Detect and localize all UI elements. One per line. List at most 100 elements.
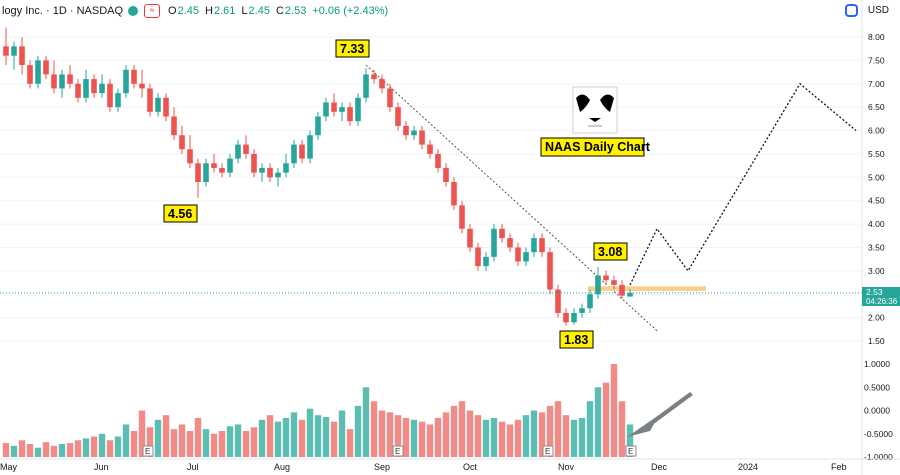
- price-tick-label: 4.50: [868, 196, 885, 206]
- candle-body: [11, 46, 17, 56]
- volume-bar: [154, 419, 162, 457]
- candle-body: [99, 83, 105, 94]
- waves-icon[interactable]: ≈: [144, 4, 161, 18]
- market-status-icon: [128, 6, 139, 16]
- candle-body: [107, 83, 113, 108]
- candle-body: [35, 60, 41, 84]
- volume-bar: [474, 415, 482, 457]
- candle-body: [131, 69, 137, 84]
- support-zone: [588, 286, 706, 291]
- candlesticks: [3, 27, 633, 326]
- volume-bar: [506, 424, 514, 457]
- volume-bars: [2, 364, 634, 457]
- price-tick-label: 5.50: [868, 149, 885, 159]
- candle-body: [203, 163, 209, 182]
- candle-body: [115, 93, 121, 108]
- volume-bar: [394, 415, 402, 457]
- price-tick-label: 7.50: [868, 55, 885, 65]
- candle-body: [355, 97, 361, 122]
- candle-body: [491, 228, 497, 257]
- volume-bar: [330, 421, 338, 457]
- volume-bar: [90, 436, 98, 457]
- volume-bar: [106, 440, 114, 457]
- time-axis[interactable]: May Jun Jul Aug Sep Oct Nov Dec 2024 Feb: [0, 458, 900, 472]
- candle-body: [363, 74, 369, 98]
- candle-body: [27, 65, 33, 84]
- candle-body: [179, 135, 185, 150]
- volume-bar: [266, 415, 274, 457]
- candle-body: [331, 102, 337, 112]
- volume-bar: [298, 419, 306, 457]
- candle-body: [563, 312, 569, 323]
- candle-body: [195, 163, 201, 182]
- volume-bar: [210, 433, 218, 457]
- low-label: L: [241, 5, 248, 17]
- volume-bar: [274, 421, 282, 457]
- earnings-marker-label: E: [628, 447, 633, 456]
- chart-title-text: NAAS Daily Chart: [545, 140, 651, 154]
- earnings-marker-box: [142, 445, 154, 457]
- volume-tick-label: -1.0000: [864, 452, 893, 462]
- volume-bar: [618, 401, 626, 457]
- volume-bar: [442, 412, 450, 457]
- price-axis[interactable]: 8.00 7.50 7.00 6.50 6.00 5.50 5.00 4.50 4.00 3.50…: [861, 0, 893, 475]
- callout-recent-high: 3.08: [593, 242, 628, 261]
- candle-body: [379, 79, 385, 89]
- volume-bar: [66, 443, 74, 457]
- candle-body: [515, 247, 521, 262]
- candle-body: [155, 97, 161, 112]
- volume-bar: [418, 421, 426, 457]
- volume-bar: [410, 419, 418, 457]
- price-tick-label: 3.00: [868, 266, 885, 276]
- volume-bar: [578, 417, 586, 457]
- price-tick-label: 7.00: [868, 79, 885, 89]
- candle-body: [187, 149, 193, 164]
- volume-tick-label: 0.5000: [864, 382, 890, 392]
- earnings-marker-label: E: [395, 447, 400, 456]
- symbol-title[interactable]: logy Inc. · 1D · NASDAQ: [2, 5, 124, 17]
- candle-body: [347, 107, 353, 122]
- time-tick-label: Jun: [94, 462, 109, 472]
- candle-body: [259, 167, 265, 173]
- candle-body: [91, 79, 97, 94]
- volume-bar: [194, 417, 202, 457]
- candle-body: [275, 172, 281, 178]
- volume-tick-label: 1.0000: [864, 359, 890, 369]
- volume-bar: [458, 401, 466, 457]
- currency-selector[interactable]: USD: [867, 5, 889, 16]
- settings-button[interactable]: [844, 4, 858, 17]
- callout-low-jul-text: 4.56: [168, 207, 192, 221]
- candle-body: [531, 238, 537, 253]
- time-tick-label: Feb: [831, 462, 847, 472]
- last-price-label: 2.53 04:26:36: [862, 287, 900, 306]
- candle-body: [387, 88, 393, 108]
- candle-body: [419, 130, 425, 145]
- price-tick-label: 6.50: [868, 102, 885, 112]
- candle-body: [499, 228, 505, 239]
- candle-body: [507, 238, 513, 248]
- price-tick-label: 8.00: [868, 32, 885, 42]
- candle-body: [19, 46, 25, 66]
- candle-body: [43, 60, 49, 75]
- candle-body: [411, 130, 417, 136]
- candle-body: [251, 153, 257, 173]
- candle-body: [227, 158, 233, 173]
- candle-body: [467, 228, 473, 248]
- volume-bar: [58, 443, 66, 457]
- candle-body: [427, 144, 433, 154]
- volume-bar: [250, 427, 258, 457]
- volume-bar: [226, 426, 234, 457]
- volume-bar: [258, 419, 266, 457]
- candle-body: [547, 252, 553, 290]
- countdown-timer: 04:26:36: [866, 297, 898, 306]
- volume-bar: [178, 424, 186, 457]
- volume-bar: [466, 410, 474, 457]
- candle-body: [267, 167, 273, 178]
- volume-bar: [282, 417, 290, 457]
- projection-path: [629, 82, 857, 286]
- candle-body: [147, 88, 153, 112]
- projection-segment: [629, 82, 857, 286]
- candle-body: [171, 116, 177, 136]
